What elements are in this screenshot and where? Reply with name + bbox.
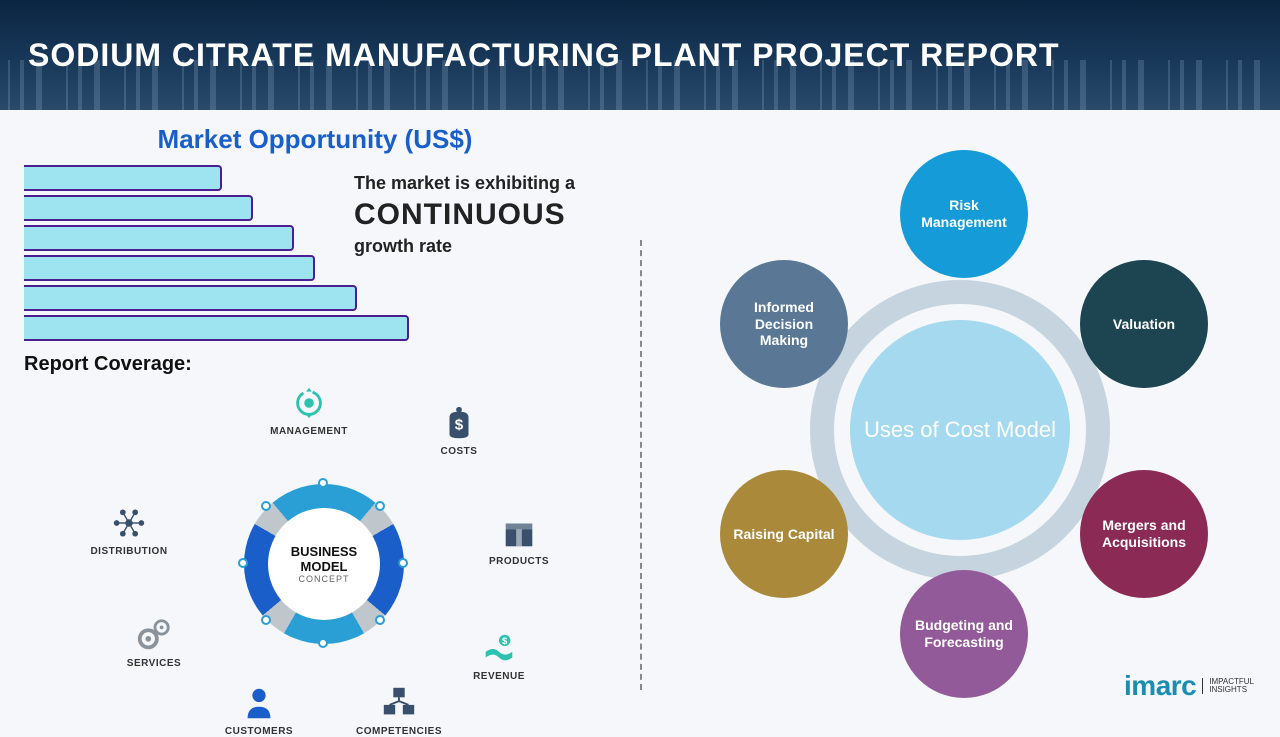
logo-tagline: IMPACTFUL INSIGHTS (1202, 678, 1254, 694)
satellite-budgeting-and-forecasting: Budgeting and Forecasting (900, 570, 1028, 698)
ring-dot (238, 558, 248, 568)
bm-center-line3: CONCEPT (298, 574, 349, 584)
bar (24, 285, 357, 311)
coverage-item-services: SERVICES (99, 616, 209, 669)
svg-text:$: $ (502, 636, 508, 647)
coverage-item-products: PRODUCTS (464, 514, 574, 567)
radial-center-label: Uses of Cost Model (864, 416, 1056, 444)
coverage-item-costs: $ COSTS (404, 404, 514, 457)
growth-text-line1: The market is exhibiting a (354, 173, 634, 194)
revenue-icon: $ (480, 629, 518, 667)
competencies-icon (380, 684, 418, 722)
bar (24, 255, 315, 281)
header: SODIUM CITRATE MANUFACTURING PLANT PROJE… (0, 0, 1280, 110)
products-icon (500, 514, 538, 552)
coverage-label: PRODUCTS (464, 556, 574, 567)
coverage-label: MANAGEMENT (254, 426, 364, 437)
ring-dot (398, 558, 408, 568)
brand-logo: imarc IMPACTFUL INSIGHTS (1124, 670, 1254, 702)
bar-row (24, 315, 606, 341)
bar (24, 315, 409, 341)
radial-center: Uses of Cost Model (850, 320, 1070, 540)
satellite-valuation: Valuation (1080, 260, 1208, 388)
costs-icon: $ (440, 404, 478, 442)
logo-tagline-2: INSIGHTS (1209, 686, 1254, 694)
ring-dot (375, 501, 385, 511)
satellite-informed-decision-making: Informed Decision Making (720, 260, 848, 388)
satellite-raising-capital: Raising Capital (720, 470, 848, 598)
ring-dot (375, 615, 385, 625)
coverage-label: SERVICES (99, 658, 209, 669)
coverage-label: CUSTOMERS (204, 726, 314, 737)
business-model-diagram: BUSINESS MODEL CONCEPT MANAGEMENT $ COSTS P… (44, 384, 604, 724)
bm-center-line2: MODEL (301, 559, 348, 574)
coverage-label: REVENUE (444, 671, 554, 682)
coverage-label: COSTS (404, 446, 514, 457)
ring-dot (318, 478, 328, 488)
growth-text-big: CONTINUOUS (354, 198, 634, 232)
satellite-mergers-and-acquisitions: Mergers and Acquisitions (1080, 470, 1208, 598)
right-panel: Uses of Cost Model Risk Management Valuat… (630, 110, 1280, 720)
business-model-center: BUSINESS MODEL CONCEPT (268, 508, 380, 620)
market-bar-chart: The market is exhibiting a CONTINUOUS gr… (24, 165, 606, 345)
services-icon (135, 616, 173, 654)
coverage-item-competencies: COMPETENCIES (344, 684, 454, 737)
customers-icon (240, 684, 278, 722)
logo-text: imarc (1124, 670, 1196, 702)
svg-text:$: $ (455, 417, 464, 434)
growth-text-line2: growth rate (354, 236, 634, 257)
distribution-icon (110, 504, 148, 542)
ring-dot (318, 638, 328, 648)
growth-callout: The market is exhibiting a CONTINUOUS gr… (354, 173, 634, 257)
satellite-risk-management: Risk Management (900, 150, 1028, 278)
coverage-title: Report Coverage: (24, 353, 606, 376)
market-chart-title: Market Opportunity (US$) (24, 124, 606, 155)
bar-row (24, 255, 606, 281)
bar-row (24, 285, 606, 311)
coverage-item-revenue: $ REVENUE (444, 629, 554, 682)
page-title: SODIUM CITRATE MANUFACTURING PLANT PROJE… (28, 37, 1060, 74)
bar (24, 225, 294, 251)
bar (24, 195, 253, 221)
bm-center-line1: BUSINESS (291, 544, 357, 559)
coverage-item-customers: CUSTOMERS (204, 684, 314, 737)
ring-dot (261, 615, 271, 625)
coverage-label: DISTRIBUTION (74, 546, 184, 557)
coverage-item-management: MANAGEMENT (254, 384, 364, 437)
content-area: Market Opportunity (US$) The market is e… (0, 110, 1280, 720)
management-icon (290, 384, 328, 422)
coverage-item-distribution: DISTRIBUTION (74, 504, 184, 557)
cost-model-radial: Uses of Cost Model Risk Management Valuat… (700, 150, 1220, 670)
left-panel: Market Opportunity (US$) The market is e… (0, 110, 630, 720)
bar (24, 165, 222, 191)
coverage-label: COMPETENCIES (344, 726, 454, 737)
